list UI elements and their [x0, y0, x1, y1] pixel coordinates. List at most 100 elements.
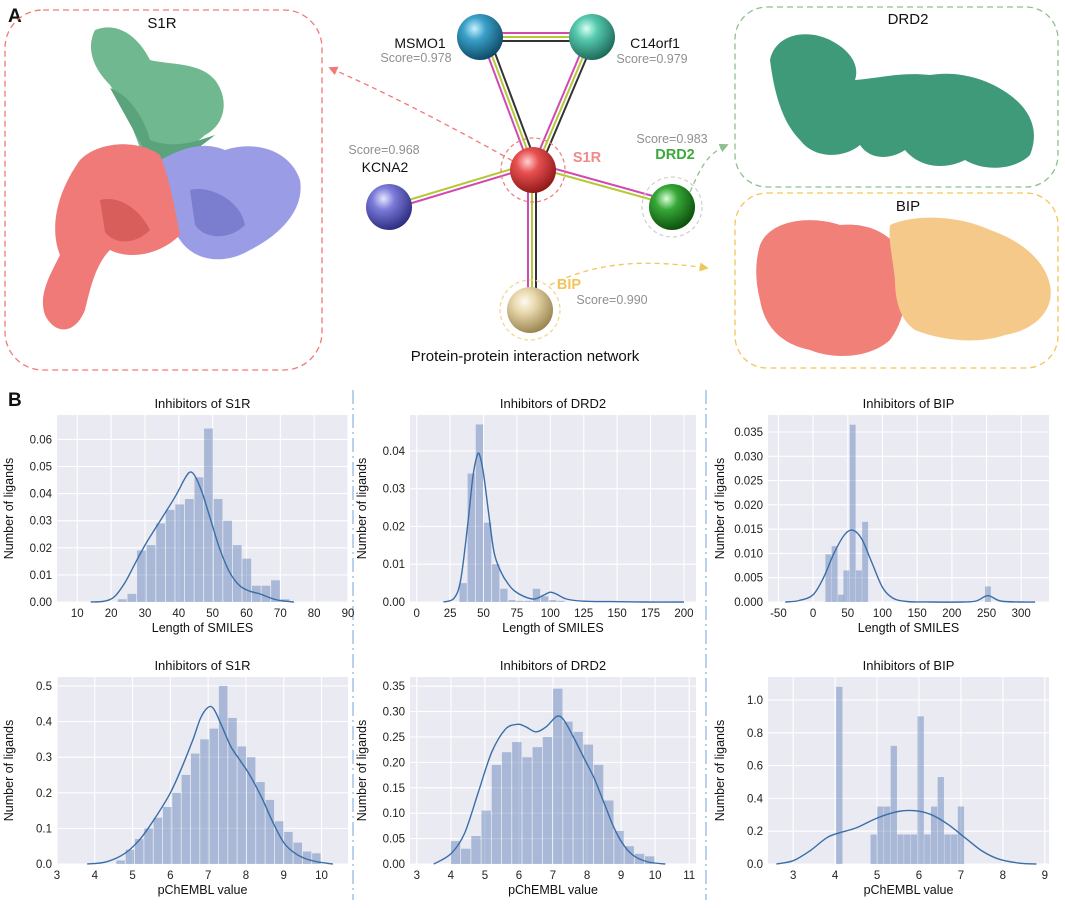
y-tick-label: 0.06: [30, 434, 52, 446]
histogram-bar: [125, 849, 135, 864]
bip-box-title: BIP: [896, 198, 920, 215]
node-msmo1: MSMO1 Score=0.978: [380, 14, 503, 65]
y-tick-label: 0.00: [383, 597, 405, 609]
histogram-bar: [475, 424, 484, 602]
histogram-h3: -50 0 50 100 150 200 250 300 0.000 0.005 0.010 0.01…: [713, 396, 1049, 635]
histogram-bar: [491, 764, 502, 864]
y-tick-label: 0.00: [383, 859, 405, 871]
x-axis-label: pChEMBL value: [158, 883, 248, 897]
histogram-bar: [542, 736, 553, 864]
histogram-bar: [855, 570, 862, 602]
y-tick-label: 0.00: [30, 597, 52, 609]
network-edges: [391, 32, 661, 292]
node-c14orf1-score: Score=0.979: [616, 52, 687, 66]
y-tick-label: 0.3: [36, 752, 52, 764]
histogram-bar: [890, 745, 897, 864]
y-axis-label: Number of ligands: [713, 458, 727, 559]
histogram-bar: [261, 585, 271, 602]
y-tick-label: 0.20: [383, 757, 405, 769]
histogram-bar: [924, 834, 931, 864]
x-tick-label: 6: [167, 870, 173, 882]
histogram-bar: [127, 593, 137, 602]
x-tick-label: 50: [841, 608, 854, 620]
histogram-bar: [930, 806, 938, 864]
y-tick-label: 0.4: [36, 717, 53, 729]
histogram-bar: [175, 504, 185, 602]
histogram-bar: [624, 846, 634, 864]
histogram-bar: [831, 546, 838, 602]
x-tick-label: 175: [641, 608, 660, 620]
x-tick-label: 125: [574, 608, 593, 620]
kde-curve: [90, 471, 294, 603]
histogram-bar: [614, 830, 624, 864]
x-tick-label: 60: [240, 608, 253, 620]
edge-msmo1-c14orf1: [500, 32, 572, 42]
y-tick-label: 0.010: [734, 548, 763, 560]
node-s1r: S1R: [500, 137, 602, 203]
x-axis-label: Length of SMILES: [152, 621, 253, 635]
histogram-bar: [144, 828, 153, 864]
x-tick-label: 10: [315, 870, 328, 882]
x-tick-label: 3: [790, 870, 796, 882]
histogram-bar: [870, 834, 877, 864]
y-axis-label: Number of ligands: [2, 720, 16, 821]
arrow-to-drd2-box: [689, 143, 729, 193]
histogram-bar: [549, 600, 557, 602]
x-tick-label: 70: [274, 608, 287, 620]
histogram-h1: 10 20 30 40 50 60 70 80 90 0.00 0.01 0.02 0.03 0.04 0.…: [2, 396, 354, 635]
chart-title: Inhibitors of S1R: [154, 658, 250, 673]
y-tick-label: 0.05: [30, 461, 52, 473]
y-tick-label: 0.0: [36, 859, 52, 871]
node-s1r-label: S1R: [573, 150, 602, 166]
y-tick-label: 0.05: [383, 834, 405, 846]
histogram-bar: [223, 520, 233, 602]
y-tick-label: 0.15: [383, 783, 405, 795]
histogram-grid: 10 20 30 40 50 60 70 80 900.000.010.020.030.040.…: [2, 396, 1049, 897]
y-tick-label: 0.6: [747, 761, 763, 773]
histogram-bar: [516, 600, 524, 602]
y-axis-label: Number of ligands: [713, 720, 727, 821]
x-tick-label: 150: [608, 608, 627, 620]
x-axis-label: pChEMBL value: [864, 883, 954, 897]
y-tick-label: 0.025: [734, 476, 763, 488]
plot-area: [768, 677, 1049, 864]
histogram-bar: [134, 839, 144, 864]
node-bip: BIP Score=0.990: [499, 277, 648, 341]
node-drd2-label: DRD2: [655, 147, 694, 163]
histogram-bar: [522, 757, 532, 864]
histogram-bar: [897, 834, 904, 864]
histogram-bar: [644, 856, 655, 864]
edge-s1r-bip: [527, 185, 537, 292]
x-tick-label: 4: [92, 870, 99, 882]
histogram-h6: 3 4 5 6 7 8 9 0.0 0.2 0.4 0.6 0.8 1.0 Inhibitors of B…: [713, 658, 1049, 897]
histogram-bar: [843, 570, 850, 602]
histogram-bar: [467, 473, 475, 602]
histogram-bar: [524, 600, 533, 602]
x-tick-label: 5: [874, 870, 880, 882]
x-tick-label: 4: [448, 870, 455, 882]
network-caption: Protein-protein interaction network: [411, 348, 640, 365]
x-tick-label: 20: [105, 608, 118, 620]
x-tick-label: 6: [916, 870, 922, 882]
node-drd2: Score=0.983 DRD2: [636, 132, 708, 238]
histogram-bar: [471, 836, 481, 864]
x-tick-label: 200: [942, 608, 961, 620]
arrow-to-s1r-box: [328, 66, 521, 166]
y-tick-label: 0.01: [30, 570, 52, 582]
drd2-protein-surface: [770, 34, 1034, 168]
x-tick-label: 9: [618, 870, 624, 882]
edge-s1r-c14orf1: [531, 44, 593, 169]
x-tick-label: 100: [541, 608, 560, 620]
y-tick-label: 0.005: [734, 573, 763, 585]
histogram-bar: [557, 600, 565, 602]
histogram-bar: [265, 799, 275, 864]
kde-curve: [785, 529, 1036, 603]
y-tick-label: 0.035: [734, 427, 763, 439]
y-tick-label: 0.02: [383, 521, 405, 533]
node-msmo1-score: Score=0.978: [380, 51, 451, 65]
y-tick-label: 0.03: [383, 484, 405, 496]
histogram-bar: [293, 842, 303, 864]
node-drd2-score: Score=0.983: [636, 132, 707, 146]
y-tick-label: 0.000: [734, 597, 763, 609]
